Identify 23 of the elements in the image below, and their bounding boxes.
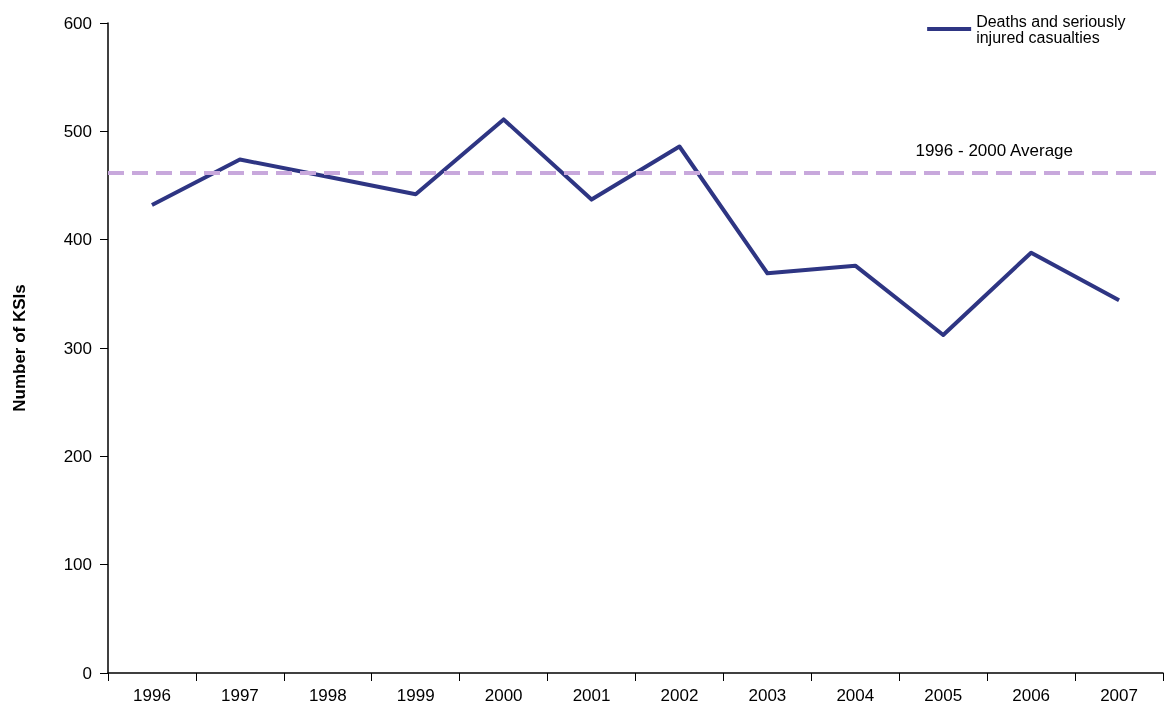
x-tick-label: 2005: [924, 686, 963, 705]
x-tick-label: 2007: [1100, 686, 1138, 705]
ref-line-label: 1996 - 2000 Average: [915, 140, 1073, 160]
line-series: [149, 117, 1122, 337]
x-tick-label: 1999: [396, 686, 435, 705]
y-tick-label: 500: [63, 121, 92, 141]
x-tick-label: 2004: [836, 686, 875, 705]
x-tick-label: 1998: [308, 686, 347, 705]
x-tick-label: 2002: [660, 686, 699, 705]
x-tick-label: 2003: [748, 686, 787, 705]
y-tick-label: 200: [63, 446, 92, 466]
x-tick-label: 1997: [220, 686, 259, 705]
x-tick-label: 1996: [133, 686, 171, 705]
y-tick-label: 600: [63, 13, 92, 33]
legend-label: Deaths and seriously injured casualties: [976, 12, 1130, 46]
x-tick-label: 2006: [1012, 686, 1051, 705]
y-axis-title: Number of KSIs: [10, 284, 29, 412]
x-tick-label: 2000: [484, 686, 523, 705]
y-tick-label: 100: [63, 555, 92, 575]
x-tick-label: 2001: [572, 686, 611, 705]
y-tick-label: 400: [63, 230, 92, 250]
y-tick-label: 300: [63, 338, 92, 358]
y-tick-label: 0: [82, 663, 92, 683]
